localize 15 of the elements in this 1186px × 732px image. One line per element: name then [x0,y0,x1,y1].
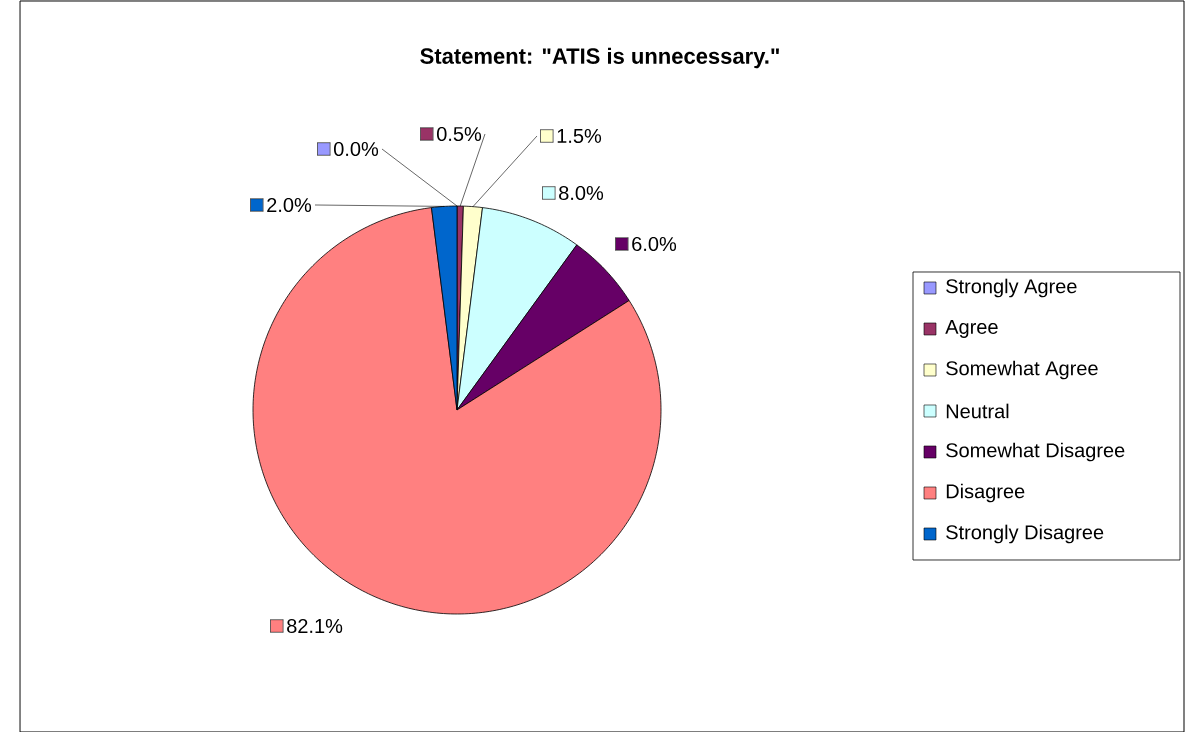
data-label: 2.0% [267,197,312,212]
legend-label: Somewhat Disagree [946,442,1125,462]
data-label: 0.5% [436,126,482,141]
legend-label: Neutral [946,403,1009,419]
legend-label: Strongly Disagree [946,524,1104,544]
chart-title: Statement: "ATIS is unnecessary." [420,47,779,69]
legend-label: Agree [945,319,998,338]
data-label: 1.5% [557,128,602,143]
data-label: 8.0% [559,185,604,200]
data-label: 82.1% [287,618,343,633]
legend-label: Disagree [946,483,1025,503]
legend-label: Somewhat Agree [946,360,1098,380]
legend-label: Strongly Agree [946,278,1077,298]
text: 0.0% [333,141,379,156]
data-label: 6.0% [632,236,677,251]
